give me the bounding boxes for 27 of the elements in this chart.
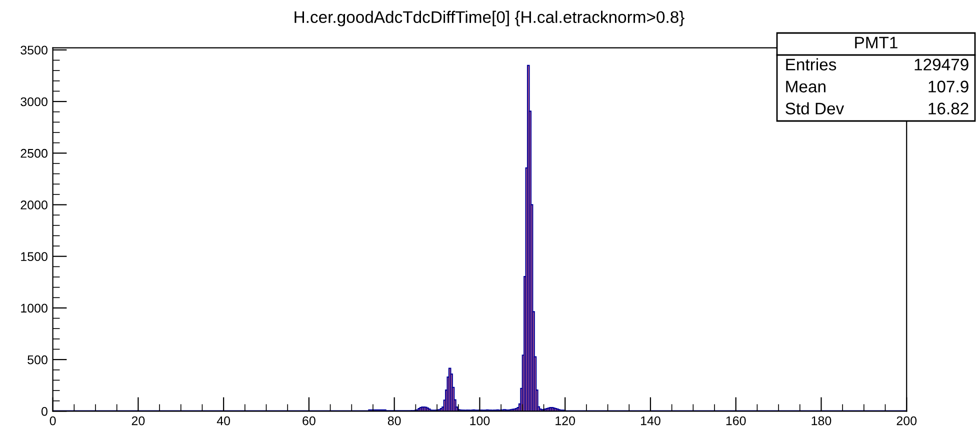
x-tick-label: 40	[216, 416, 230, 426]
text: 129479	[914, 58, 968, 70]
y-tick-label: 1500	[21, 252, 48, 261]
y-tick-label: 2000	[20, 200, 48, 210]
x-tick-label: 0	[50, 416, 56, 426]
y-tick-label: 2500	[20, 148, 48, 158]
x-tick-label: 60	[302, 416, 316, 426]
x-tick-label: 140	[640, 416, 660, 426]
y-tick-label: 0	[41, 406, 48, 416]
text: 16.82	[928, 102, 968, 114]
text: 107.9	[928, 80, 968, 92]
x-tick-label: 180	[812, 416, 832, 426]
chart-title: H.cer.goodAdcTdcDiffTime[0] {H.cal.etracknorm>0.8}	[294, 10, 684, 26]
y-tick-label: 3000	[20, 97, 48, 106]
x-tick-label: 120	[556, 416, 576, 426]
annotation: Mean	[786, 80, 826, 92]
annotation: Entries	[786, 58, 836, 70]
x-tick-label: 100	[470, 416, 490, 426]
y-tick-label: 500	[28, 355, 48, 364]
x-tick-label: 160	[726, 416, 746, 426]
y-tick-label: 1000	[21, 304, 48, 313]
annotation: PMT1	[855, 36, 898, 48]
y-tick-label: 3500	[20, 46, 48, 55]
x-tick-label: 200	[896, 416, 917, 426]
x-tick-label: 80	[388, 416, 401, 426]
annotation: Std Dev	[786, 102, 844, 114]
x-tick-label: 20	[132, 416, 145, 426]
